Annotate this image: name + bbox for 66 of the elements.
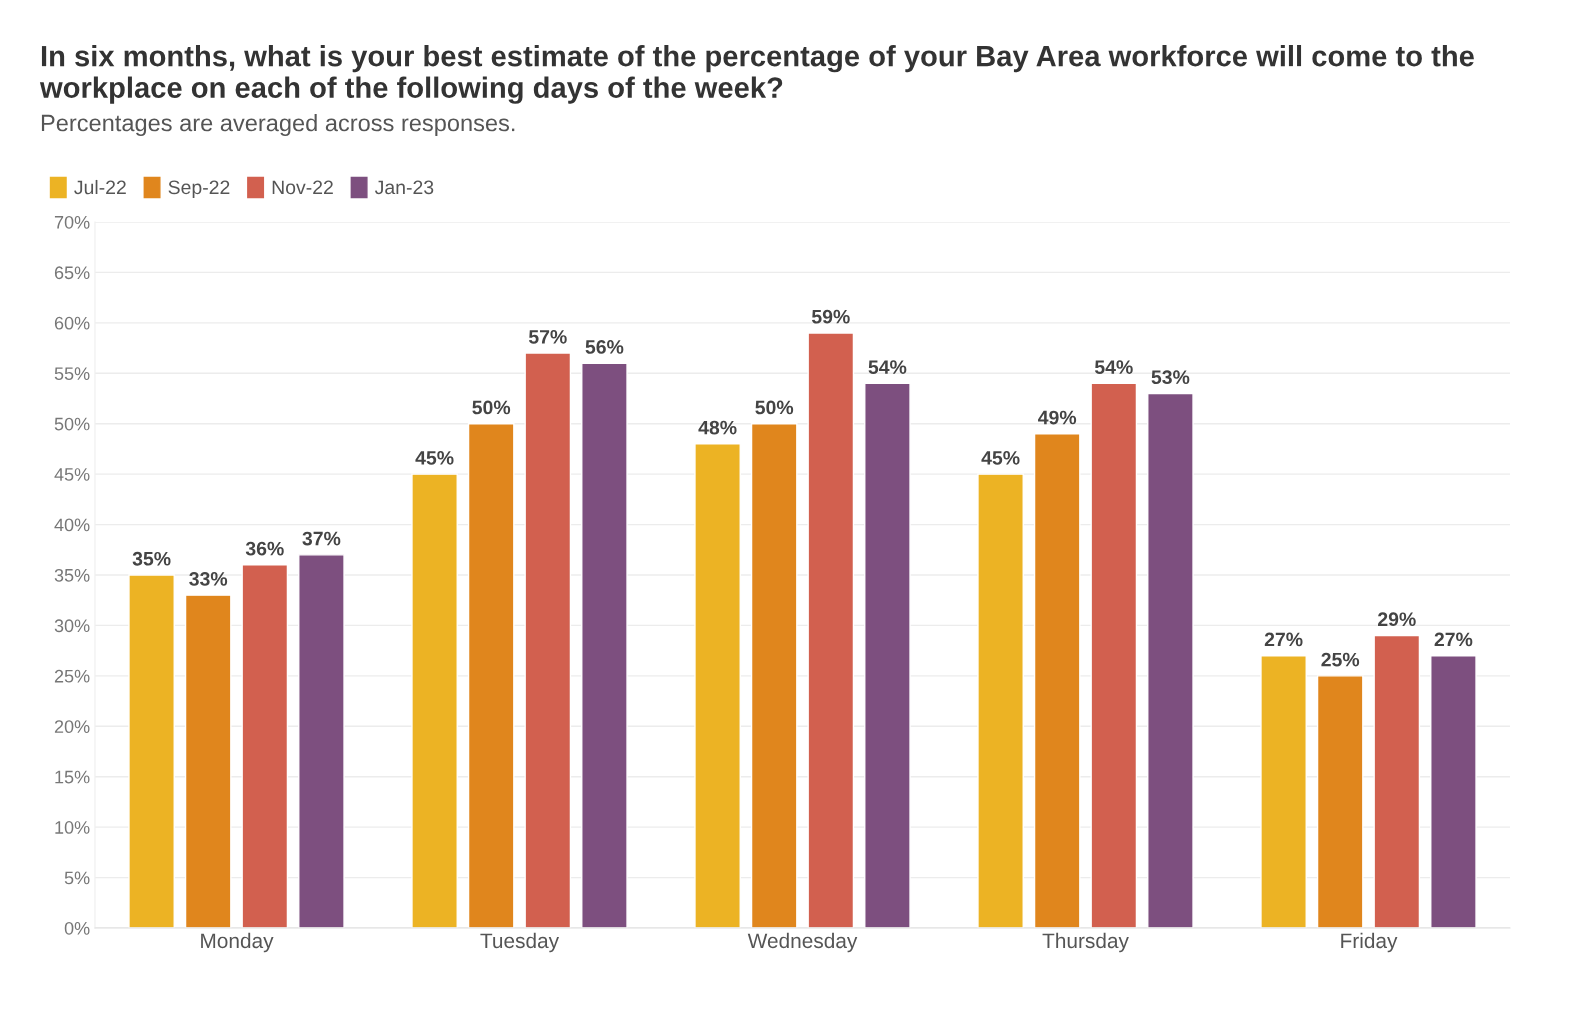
y-tick-label: 35% [54, 568, 90, 582]
bar [241, 564, 289, 928]
bar [467, 423, 515, 928]
bar [1147, 392, 1194, 928]
data-label: 59% [811, 309, 850, 324]
legend-label: Jan-23 [374, 180, 434, 195]
legend-label: Nov-22 [272, 180, 333, 195]
data-label: 50% [472, 400, 511, 415]
x-tick-label: Wednesday [747, 932, 858, 953]
data-label: 35% [132, 551, 171, 566]
bar [864, 382, 911, 928]
chart-subtitle: Percentages are averaged across responses. [41, 114, 515, 137]
data-label: 33% [189, 572, 228, 586]
data-label: 37% [302, 531, 341, 546]
data-label: 54% [868, 360, 907, 374]
data-label: 49% [1038, 410, 1077, 425]
y-tick-label: 55% [54, 367, 90, 381]
data-label: 56% [585, 340, 624, 354]
y-tick-label: 50% [54, 417, 90, 431]
y-tick-label: 40% [54, 518, 90, 532]
y-tick-label: 65% [54, 266, 90, 280]
bar [128, 574, 175, 928]
legend-label: Jul-22 [74, 179, 126, 195]
legend-label: Sep-22 [168, 180, 230, 199]
data-label: 57% [528, 329, 567, 344]
bar [1090, 382, 1138, 928]
y-tick-label: 60% [54, 316, 90, 330]
data-label: 54% [1094, 360, 1133, 374]
x-tick-label: Thursday [1042, 932, 1129, 953]
data-label: 48% [698, 420, 737, 435]
bar [1033, 433, 1081, 928]
data-label: 53% [1151, 370, 1190, 385]
bar [694, 443, 741, 928]
chart-title: In six months, what is your best estimate of the percentage of your Bay Area workforce will come to the workplace on each of the following days of the week? [39, 45, 1474, 104]
bar [1260, 654, 1307, 928]
x-tick-label: Friday [1341, 932, 1398, 953]
bar [1430, 654, 1477, 928]
bar [298, 554, 345, 928]
bar [1373, 634, 1421, 928]
data-label: 45% [981, 451, 1020, 465]
bar [750, 423, 798, 928]
data-label: 50% [755, 400, 794, 415]
y-tick-label: 5% [64, 871, 90, 885]
bar [524, 352, 572, 928]
data-label: 25% [1321, 652, 1360, 667]
y-tick-label: 45% [54, 468, 90, 481]
bar [977, 473, 1024, 928]
bar [184, 594, 232, 928]
y-tick-label: 0% [64, 921, 90, 935]
y-tick-label: 10% [55, 821, 90, 834]
bar [581, 362, 628, 928]
data-label: 27% [1264, 632, 1303, 647]
bar [807, 332, 855, 928]
x-tick-label: Monday [201, 932, 274, 953]
y-tick-label: 15% [55, 770, 90, 784]
x-tick-label: Tuesday [480, 932, 560, 953]
data-label: 36% [245, 541, 284, 556]
data-label: 27% [1434, 632, 1473, 647]
bar [411, 473, 458, 928]
y-tick-label: 70% [54, 215, 90, 229]
bar [1316, 675, 1364, 928]
y-tick-label: 30% [54, 619, 90, 633]
data-label: 45% [415, 451, 454, 465]
y-tick-label: 25% [54, 669, 90, 683]
y-tick-label: 20% [54, 720, 90, 734]
data-label: 29% [1378, 612, 1416, 627]
